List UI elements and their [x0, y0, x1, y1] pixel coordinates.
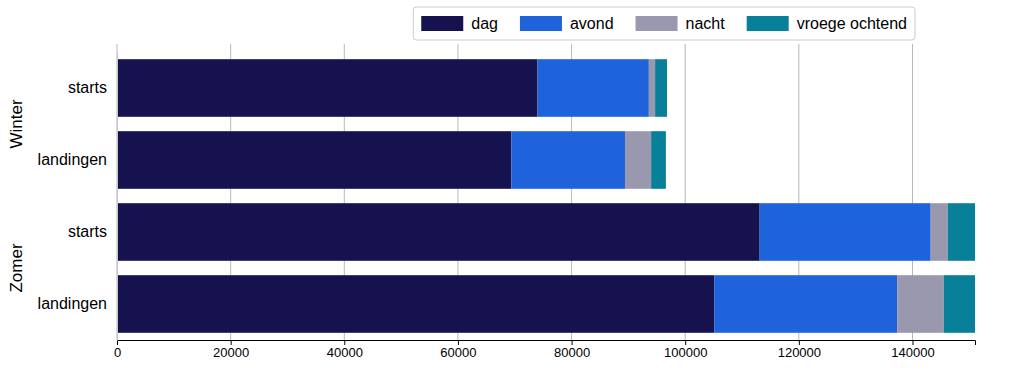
legend-swatch — [421, 16, 463, 31]
grid-line — [117, 44, 118, 340]
group-labels: Winter Zomer — [7, 99, 26, 292]
tick: 100000 — [664, 340, 707, 360]
axis-line — [117, 53, 118, 341]
series — [651, 59, 975, 333]
bar — [655, 59, 667, 117]
legend-label: avond — [570, 15, 614, 32]
tick-label: 0 — [114, 345, 121, 360]
tick: starts — [68, 79, 117, 96]
series — [117, 59, 760, 333]
tick-label: starts — [68, 223, 107, 240]
tick: 40000 — [327, 340, 363, 360]
bars — [117, 59, 975, 333]
tick: 20000 — [213, 340, 249, 360]
tick: starts — [68, 223, 117, 240]
tick: 0 — [114, 340, 121, 360]
bar — [511, 131, 625, 189]
legend-swatch — [636, 16, 678, 31]
tick-label: starts — [68, 79, 107, 96]
tick-label: 120000 — [778, 345, 821, 360]
tick-label: landingen — [38, 295, 107, 312]
legend-swatch — [520, 16, 562, 31]
group-label: Winter — [7, 99, 26, 148]
tick: 60000 — [440, 340, 476, 360]
bar — [760, 203, 931, 261]
bar — [117, 59, 537, 117]
bar — [537, 59, 648, 117]
series — [625, 59, 948, 333]
legend-label: nacht — [686, 15, 726, 32]
bar — [117, 203, 760, 261]
tick: landingen — [38, 295, 117, 312]
bar — [651, 131, 666, 189]
tick: 120000 — [778, 340, 821, 360]
x-axis: 0 20000 40000 60000 80000 100000 120000 140000 — [114, 340, 976, 360]
tick-label: 140000 — [891, 345, 934, 360]
series — [511, 59, 930, 333]
group-label: Zomer — [7, 243, 26, 292]
tick-label: 100000 — [664, 345, 707, 360]
tick: 140000 — [891, 340, 934, 360]
tick-label: 40000 — [327, 345, 363, 360]
tick-label: 20000 — [213, 345, 249, 360]
bar — [948, 203, 975, 261]
legend: dag avond nacht vroege ochtend — [413, 7, 915, 40]
legend-label: dag — [471, 15, 498, 32]
bar — [944, 275, 975, 333]
bar — [714, 275, 897, 333]
bar — [931, 203, 948, 261]
tick: landingen — [38, 151, 117, 168]
legend-frame — [413, 7, 915, 40]
tick-label: 60000 — [440, 345, 476, 360]
bar — [117, 131, 511, 189]
bar — [117, 275, 714, 333]
bar — [625, 131, 651, 189]
grid — [117, 44, 912, 340]
tick-label: landingen — [38, 151, 107, 168]
legend-swatch — [747, 16, 789, 31]
tick-label: 80000 — [554, 345, 590, 360]
tick: 80000 — [554, 340, 590, 360]
bar — [897, 275, 944, 333]
legend-label: vroege ochtend — [797, 15, 907, 32]
chart: 0 20000 40000 60000 80000 100000 120000 140000 s… — [0, 0, 1024, 378]
bar — [649, 59, 655, 117]
y-axis: starts landingen starts landingen — [38, 53, 118, 341]
